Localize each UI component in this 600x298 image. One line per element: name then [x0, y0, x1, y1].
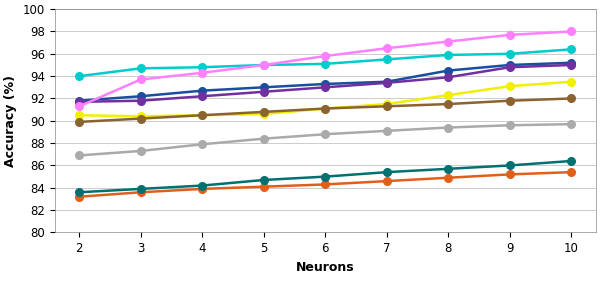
Line: D4: D4: [76, 61, 575, 106]
D8: [568, 30, 575, 33]
D3: [506, 123, 514, 127]
D6: [322, 107, 329, 110]
D4: [137, 99, 145, 103]
D7: [260, 110, 268, 114]
D2: [506, 173, 514, 176]
D2: [568, 170, 575, 174]
Line: D3: D3: [76, 120, 575, 159]
D3: [383, 129, 391, 133]
Y-axis label: Accuracy (%): Accuracy (%): [4, 75, 17, 167]
D2: [76, 195, 83, 198]
D5: [322, 62, 329, 66]
D9: [137, 187, 145, 191]
D4: [383, 81, 391, 85]
D2: [445, 176, 452, 179]
D9: [260, 178, 268, 182]
D2: [137, 190, 145, 194]
D9: [199, 184, 206, 187]
D6: [137, 114, 145, 118]
D4: [568, 63, 575, 67]
D6: [199, 114, 206, 117]
D4: [199, 94, 206, 98]
D5: [199, 66, 206, 69]
Line: D1: D1: [76, 59, 575, 105]
D3: [322, 132, 329, 136]
D9: [568, 159, 575, 163]
D7: [506, 99, 514, 103]
D5: [568, 48, 575, 51]
D8: [445, 40, 452, 43]
D8: [76, 105, 83, 108]
D7: [137, 117, 145, 120]
Line: D8: D8: [76, 28, 575, 110]
D8: [199, 71, 206, 74]
D9: [76, 190, 83, 194]
D6: [506, 84, 514, 88]
D3: [260, 137, 268, 140]
D1: [445, 69, 452, 72]
D7: [76, 120, 83, 124]
D4: [260, 90, 268, 94]
D7: [322, 107, 329, 110]
D3: [199, 142, 206, 146]
D6: [445, 93, 452, 97]
D7: [383, 105, 391, 108]
D5: [137, 66, 145, 70]
D6: [568, 80, 575, 83]
D7: [445, 102, 452, 106]
D1: [383, 80, 391, 83]
D1: [260, 86, 268, 89]
D6: [260, 112, 268, 116]
D1: [137, 94, 145, 98]
D3: [137, 149, 145, 153]
D5: [445, 53, 452, 57]
Line: D2: D2: [76, 168, 575, 201]
Line: D6: D6: [76, 78, 575, 120]
D3: [445, 126, 452, 129]
D8: [322, 54, 329, 58]
Line: D7: D7: [76, 95, 575, 126]
D5: [260, 63, 268, 67]
D8: [137, 78, 145, 81]
D7: [199, 114, 206, 117]
D2: [260, 185, 268, 188]
D3: [76, 154, 83, 157]
D5: [76, 74, 83, 78]
D1: [322, 82, 329, 86]
D9: [506, 164, 514, 167]
D2: [199, 187, 206, 191]
Line: D9: D9: [76, 157, 575, 196]
D4: [506, 66, 514, 69]
D6: [76, 114, 83, 117]
D5: [506, 52, 514, 56]
D5: [383, 58, 391, 61]
D1: [76, 99, 83, 103]
D8: [506, 33, 514, 37]
D2: [383, 179, 391, 183]
D9: [445, 167, 452, 170]
D4: [445, 75, 452, 79]
D4: [322, 86, 329, 89]
D1: [199, 89, 206, 92]
D8: [383, 46, 391, 50]
Line: D5: D5: [76, 46, 575, 80]
D1: [506, 63, 514, 67]
D8: [260, 63, 268, 67]
D3: [568, 122, 575, 126]
D9: [383, 170, 391, 174]
D1: [568, 61, 575, 65]
D9: [322, 175, 329, 179]
D6: [383, 102, 391, 106]
D7: [568, 97, 575, 100]
D2: [322, 183, 329, 186]
D4: [76, 100, 83, 104]
X-axis label: Neurons: Neurons: [296, 261, 355, 274]
